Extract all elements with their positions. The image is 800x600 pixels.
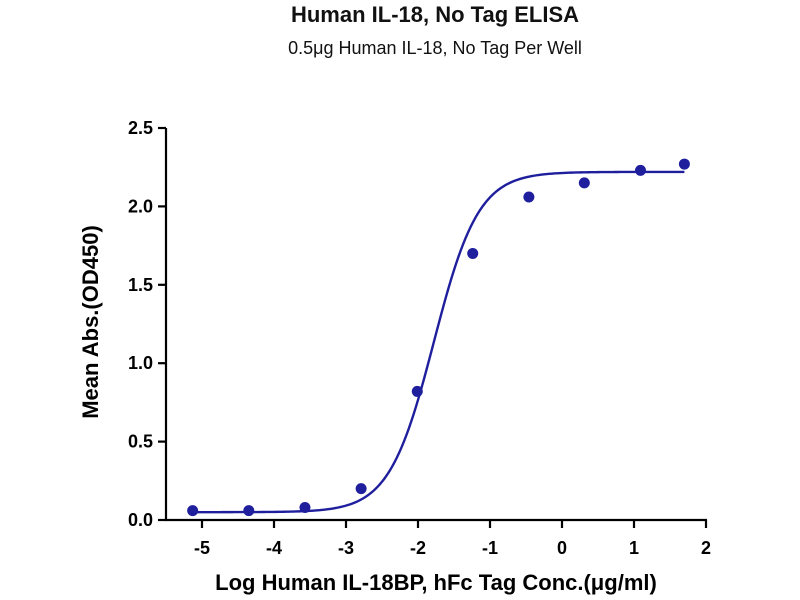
chart-title: Human IL-18, No Tag ELISA <box>291 2 579 27</box>
x-tick-label: 1 <box>629 538 639 558</box>
data-point <box>355 483 367 495</box>
x-tick-label: -3 <box>338 538 354 558</box>
x-tick-label: 2 <box>701 538 711 558</box>
y-tick-label: 2.5 <box>128 118 153 138</box>
data-point <box>411 385 423 397</box>
x-tick-label: -5 <box>194 538 210 558</box>
data-point <box>299 501 311 513</box>
data-point <box>467 247 479 259</box>
fit-curve <box>192 170 685 514</box>
y-tick-label: 0.5 <box>128 432 153 452</box>
y-tick-label: 1.0 <box>128 353 153 373</box>
data-point <box>634 164 646 176</box>
data-point <box>678 158 690 170</box>
data-point <box>243 505 255 517</box>
x-tick-label: -4 <box>266 538 282 558</box>
x-tick-label: -2 <box>410 538 426 558</box>
y-tick-label: 1.5 <box>128 275 153 295</box>
y-axis-label: Mean Abs.(OD450) <box>78 225 103 419</box>
x-axis-label: Log Human IL-18BP, hFc Tag Conc.(μg/ml) <box>215 570 657 595</box>
x-tick-label: -1 <box>482 538 498 558</box>
y-tick-label: 0.0 <box>128 510 153 530</box>
data-point <box>578 177 590 189</box>
y-tick-label: 2.0 <box>128 196 153 216</box>
plot-area: 0.0 0.5 1.0 1.5 2.0 2.5 -5 -4 -3 -2 -1 0 1 2 <box>128 118 711 558</box>
x-tick-label: 0 <box>557 538 567 558</box>
chart-subtitle: 0.5μg Human IL-18, No Tag Per Well <box>288 38 582 58</box>
data-point <box>187 505 199 517</box>
data-point <box>523 191 535 203</box>
